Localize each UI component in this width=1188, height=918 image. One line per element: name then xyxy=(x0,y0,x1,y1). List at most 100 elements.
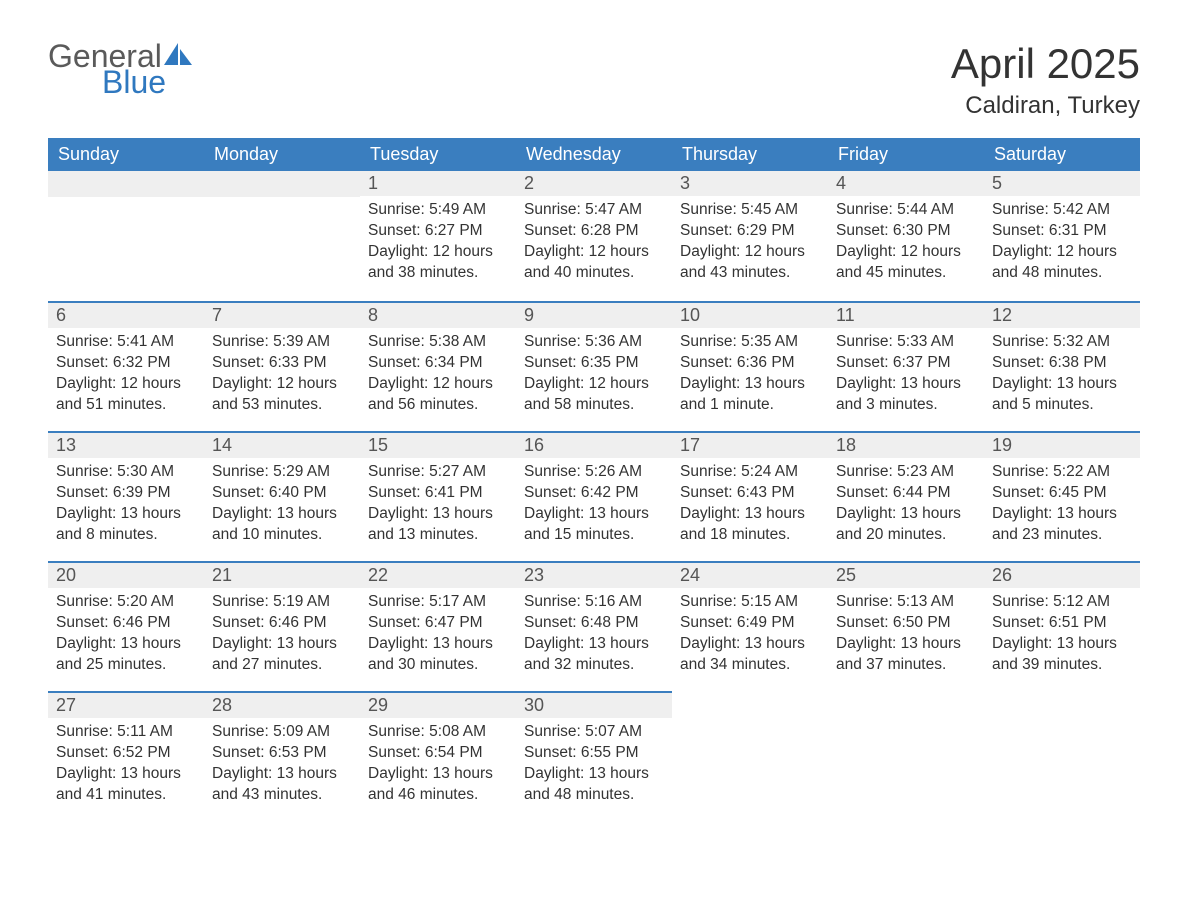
day-details: Sunrise: 5:23 AMSunset: 6:44 PMDaylight:… xyxy=(828,458,984,554)
weekday-header: Friday xyxy=(828,138,984,171)
day-details: Sunrise: 5:24 AMSunset: 6:43 PMDaylight:… xyxy=(672,458,828,554)
day-number: 30 xyxy=(516,691,672,718)
daylight-line: Daylight: 13 hours and 8 minutes. xyxy=(56,504,196,546)
sunset-line: Sunset: 6:41 PM xyxy=(368,483,508,504)
daylight-line: Daylight: 12 hours and 40 minutes. xyxy=(524,242,664,284)
calendar-day-cell: 2Sunrise: 5:47 AMSunset: 6:28 PMDaylight… xyxy=(516,171,672,301)
calendar-day-cell: 9Sunrise: 5:36 AMSunset: 6:35 PMDaylight… xyxy=(516,301,672,431)
sunrise-line: Sunrise: 5:12 AM xyxy=(992,592,1132,613)
day-details: Sunrise: 5:17 AMSunset: 6:47 PMDaylight:… xyxy=(360,588,516,684)
day-number: 27 xyxy=(48,691,204,718)
day-details: Sunrise: 5:30 AMSunset: 6:39 PMDaylight:… xyxy=(48,458,204,554)
calendar-table: SundayMondayTuesdayWednesdayThursdayFrid… xyxy=(48,138,1140,821)
day-number: 6 xyxy=(48,301,204,328)
header: General Blue April 2025 Caldiran, Turkey xyxy=(48,40,1140,120)
sunrise-line: Sunrise: 5:41 AM xyxy=(56,332,196,353)
sunrise-line: Sunrise: 5:17 AM xyxy=(368,592,508,613)
calendar-day-cell xyxy=(672,691,828,821)
daylight-line: Daylight: 13 hours and 39 minutes. xyxy=(992,634,1132,676)
calendar-day-cell: 5Sunrise: 5:42 AMSunset: 6:31 PMDaylight… xyxy=(984,171,1140,301)
sunrise-line: Sunrise: 5:08 AM xyxy=(368,722,508,743)
day-details: Sunrise: 5:36 AMSunset: 6:35 PMDaylight:… xyxy=(516,328,672,424)
calendar-day-cell: 19Sunrise: 5:22 AMSunset: 6:45 PMDayligh… xyxy=(984,431,1140,561)
daylight-line: Daylight: 12 hours and 53 minutes. xyxy=(212,374,352,416)
daylight-line: Daylight: 12 hours and 51 minutes. xyxy=(56,374,196,416)
day-number: 20 xyxy=(48,561,204,588)
sunrise-line: Sunrise: 5:39 AM xyxy=(212,332,352,353)
calendar-week-row: 6Sunrise: 5:41 AMSunset: 6:32 PMDaylight… xyxy=(48,301,1140,431)
daylight-line: Daylight: 13 hours and 32 minutes. xyxy=(524,634,664,676)
sunset-line: Sunset: 6:29 PM xyxy=(680,221,820,242)
calendar-week-row: 13Sunrise: 5:30 AMSunset: 6:39 PMDayligh… xyxy=(48,431,1140,561)
day-number: 28 xyxy=(204,691,360,718)
day-details: Sunrise: 5:26 AMSunset: 6:42 PMDaylight:… xyxy=(516,458,672,554)
location: Caldiran, Turkey xyxy=(951,92,1140,120)
calendar-day-cell: 7Sunrise: 5:39 AMSunset: 6:33 PMDaylight… xyxy=(204,301,360,431)
day-number: 22 xyxy=(360,561,516,588)
sunset-line: Sunset: 6:43 PM xyxy=(680,483,820,504)
sunset-line: Sunset: 6:46 PM xyxy=(212,613,352,634)
sunset-line: Sunset: 6:54 PM xyxy=(368,743,508,764)
sunrise-line: Sunrise: 5:33 AM xyxy=(836,332,976,353)
calendar-day-cell xyxy=(984,691,1140,821)
calendar-day-cell: 30Sunrise: 5:07 AMSunset: 6:55 PMDayligh… xyxy=(516,691,672,821)
day-number: 17 xyxy=(672,431,828,458)
daylight-line: Daylight: 13 hours and 25 minutes. xyxy=(56,634,196,676)
day-number: 10 xyxy=(672,301,828,328)
calendar-day-cell xyxy=(204,171,360,301)
calendar-day-cell xyxy=(48,171,204,301)
calendar-day-cell: 1Sunrise: 5:49 AMSunset: 6:27 PMDaylight… xyxy=(360,171,516,301)
calendar-day-cell: 10Sunrise: 5:35 AMSunset: 6:36 PMDayligh… xyxy=(672,301,828,431)
daylight-line: Daylight: 12 hours and 38 minutes. xyxy=(368,242,508,284)
daylight-line: Daylight: 13 hours and 5 minutes. xyxy=(992,374,1132,416)
daylight-line: Daylight: 13 hours and 10 minutes. xyxy=(212,504,352,546)
sunset-line: Sunset: 6:27 PM xyxy=(368,221,508,242)
logo: General Blue xyxy=(48,40,194,98)
day-number: 8 xyxy=(360,301,516,328)
calendar-day-cell: 28Sunrise: 5:09 AMSunset: 6:53 PMDayligh… xyxy=(204,691,360,821)
empty-day xyxy=(204,171,360,197)
sunset-line: Sunset: 6:32 PM xyxy=(56,353,196,374)
sunrise-line: Sunrise: 5:20 AM xyxy=(56,592,196,613)
day-number: 1 xyxy=(360,171,516,196)
calendar-day-cell: 26Sunrise: 5:12 AMSunset: 6:51 PMDayligh… xyxy=(984,561,1140,691)
day-details: Sunrise: 5:42 AMSunset: 6:31 PMDaylight:… xyxy=(984,196,1140,292)
day-details: Sunrise: 5:19 AMSunset: 6:46 PMDaylight:… xyxy=(204,588,360,684)
daylight-line: Daylight: 12 hours and 58 minutes. xyxy=(524,374,664,416)
day-details: Sunrise: 5:22 AMSunset: 6:45 PMDaylight:… xyxy=(984,458,1140,554)
day-details: Sunrise: 5:27 AMSunset: 6:41 PMDaylight:… xyxy=(360,458,516,554)
weekday-header: Saturday xyxy=(984,138,1140,171)
day-details: Sunrise: 5:41 AMSunset: 6:32 PMDaylight:… xyxy=(48,328,204,424)
day-number: 21 xyxy=(204,561,360,588)
sunrise-line: Sunrise: 5:13 AM xyxy=(836,592,976,613)
calendar-day-cell: 21Sunrise: 5:19 AMSunset: 6:46 PMDayligh… xyxy=(204,561,360,691)
day-details: Sunrise: 5:12 AMSunset: 6:51 PMDaylight:… xyxy=(984,588,1140,684)
calendar-day-cell: 24Sunrise: 5:15 AMSunset: 6:49 PMDayligh… xyxy=(672,561,828,691)
day-number: 5 xyxy=(984,171,1140,196)
day-details: Sunrise: 5:32 AMSunset: 6:38 PMDaylight:… xyxy=(984,328,1140,424)
weekday-header: Tuesday xyxy=(360,138,516,171)
daylight-line: Daylight: 13 hours and 27 minutes. xyxy=(212,634,352,676)
weekday-header: Wednesday xyxy=(516,138,672,171)
sunrise-line: Sunrise: 5:07 AM xyxy=(524,722,664,743)
calendar-day-cell: 18Sunrise: 5:23 AMSunset: 6:44 PMDayligh… xyxy=(828,431,984,561)
calendar-day-cell: 8Sunrise: 5:38 AMSunset: 6:34 PMDaylight… xyxy=(360,301,516,431)
calendar-week-row: 20Sunrise: 5:20 AMSunset: 6:46 PMDayligh… xyxy=(48,561,1140,691)
daylight-line: Daylight: 13 hours and 18 minutes. xyxy=(680,504,820,546)
daylight-line: Daylight: 12 hours and 48 minutes. xyxy=(992,242,1132,284)
sunset-line: Sunset: 6:52 PM xyxy=(56,743,196,764)
daylight-line: Daylight: 13 hours and 43 minutes. xyxy=(212,764,352,806)
sunrise-line: Sunrise: 5:15 AM xyxy=(680,592,820,613)
sunrise-line: Sunrise: 5:32 AM xyxy=(992,332,1132,353)
calendar-day-cell: 13Sunrise: 5:30 AMSunset: 6:39 PMDayligh… xyxy=(48,431,204,561)
day-details: Sunrise: 5:49 AMSunset: 6:27 PMDaylight:… xyxy=(360,196,516,292)
sunset-line: Sunset: 6:45 PM xyxy=(992,483,1132,504)
day-number: 26 xyxy=(984,561,1140,588)
calendar-week-row: 1Sunrise: 5:49 AMSunset: 6:27 PMDaylight… xyxy=(48,171,1140,301)
calendar-day-cell: 16Sunrise: 5:26 AMSunset: 6:42 PMDayligh… xyxy=(516,431,672,561)
sunrise-line: Sunrise: 5:26 AM xyxy=(524,462,664,483)
day-number: 7 xyxy=(204,301,360,328)
day-number: 11 xyxy=(828,301,984,328)
sunrise-line: Sunrise: 5:16 AM xyxy=(524,592,664,613)
daylight-line: Daylight: 13 hours and 46 minutes. xyxy=(368,764,508,806)
